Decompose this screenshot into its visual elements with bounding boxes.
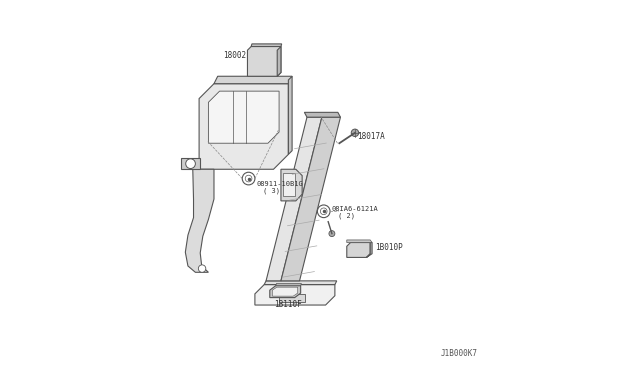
Circle shape [329,231,335,237]
Polygon shape [289,76,292,154]
Circle shape [243,172,255,185]
Polygon shape [199,84,289,169]
Polygon shape [248,46,281,76]
Polygon shape [266,117,322,281]
Polygon shape [180,158,200,169]
Polygon shape [251,44,282,46]
Text: J1B000K7: J1B000K7 [441,349,478,358]
Polygon shape [347,243,370,257]
Polygon shape [281,117,340,281]
Polygon shape [276,283,301,286]
Text: ( 2): ( 2) [338,213,355,219]
Circle shape [317,205,330,218]
Polygon shape [273,287,298,296]
Polygon shape [214,76,292,84]
Polygon shape [264,281,337,285]
Polygon shape [347,240,372,243]
Polygon shape [255,285,335,305]
Polygon shape [305,112,340,117]
Polygon shape [186,169,214,272]
Text: 1B110F: 1B110F [275,300,302,309]
Text: ( 3): ( 3) [264,187,280,194]
Circle shape [198,265,206,272]
Circle shape [186,159,195,169]
Circle shape [351,129,358,137]
Polygon shape [209,91,279,143]
Polygon shape [281,169,302,201]
Text: 1B010P: 1B010P [375,243,403,252]
Text: 18002: 18002 [223,51,247,60]
Polygon shape [277,46,281,76]
Text: 08IA6-6121A: 08IA6-6121A [331,206,378,212]
Polygon shape [283,173,294,196]
Polygon shape [279,294,305,302]
Polygon shape [367,243,372,257]
Text: 18017A: 18017A [357,132,385,141]
Text: 08911-10B1G: 08911-10B1G [256,181,303,187]
Polygon shape [270,286,301,298]
